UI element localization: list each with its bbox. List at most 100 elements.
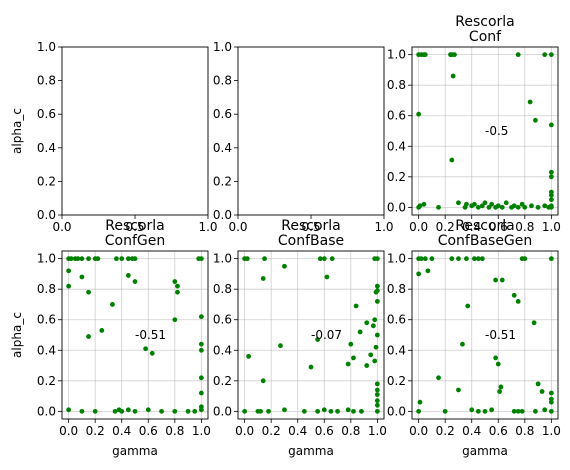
chart-title: Rescorla Conf bbox=[455, 14, 515, 45]
x-tick-label: 0.8 bbox=[515, 424, 534, 438]
data-point bbox=[192, 408, 198, 414]
plot-background bbox=[412, 251, 558, 419]
y-tick-label: 0.6 bbox=[37, 107, 56, 121]
data-point bbox=[535, 381, 541, 387]
y-tick-label: 1.0 bbox=[387, 48, 406, 62]
x-tick-label: 0.4 bbox=[462, 220, 481, 234]
x-tick-label: 1.0 bbox=[192, 424, 211, 438]
chart-title-line: Rescorla bbox=[455, 218, 515, 234]
data-point bbox=[86, 289, 91, 295]
data-point bbox=[542, 52, 548, 58]
data-point bbox=[372, 358, 378, 364]
data-point bbox=[548, 192, 554, 198]
data-point bbox=[539, 389, 545, 394]
data-point bbox=[125, 273, 131, 278]
data-point bbox=[68, 256, 74, 262]
y-tick-label: 0.6 bbox=[37, 313, 56, 327]
x-tick-label: 0.6 bbox=[139, 424, 158, 438]
data-point bbox=[418, 256, 424, 262]
data-point bbox=[75, 256, 81, 262]
data-point bbox=[172, 317, 178, 323]
chart-title-line: Rescorla bbox=[281, 218, 341, 234]
data-point bbox=[79, 408, 85, 414]
data-point bbox=[499, 277, 505, 283]
y-tick-label: 0.0 bbox=[387, 200, 406, 214]
data-point bbox=[464, 201, 469, 207]
data-point bbox=[159, 408, 164, 414]
data-point bbox=[548, 174, 554, 180]
data-point bbox=[260, 276, 266, 281]
data-point bbox=[172, 279, 178, 284]
y-tick-label: 0.2 bbox=[37, 174, 56, 188]
data-point bbox=[489, 201, 495, 207]
y-tick-label: 1.0 bbox=[37, 40, 56, 54]
data-point bbox=[262, 256, 267, 262]
data-point bbox=[329, 256, 335, 262]
plot-background bbox=[62, 251, 208, 419]
data-point bbox=[258, 408, 263, 414]
data-point bbox=[456, 200, 461, 206]
data-point bbox=[475, 204, 481, 210]
data-point bbox=[456, 387, 461, 393]
data-point bbox=[79, 274, 85, 280]
data-point bbox=[348, 341, 354, 347]
data-point bbox=[422, 52, 428, 58]
data-point bbox=[416, 408, 422, 414]
x-tick-label: 0.6 bbox=[489, 424, 508, 438]
data-point bbox=[370, 323, 376, 329]
data-point bbox=[172, 408, 178, 414]
data-point bbox=[119, 256, 125, 262]
y-tick-label: 0.4 bbox=[387, 343, 406, 357]
data-point bbox=[278, 343, 283, 349]
data-point bbox=[125, 407, 131, 413]
y-tick-label: 0.0 bbox=[213, 404, 232, 418]
data-point bbox=[452, 52, 457, 58]
data-point bbox=[324, 274, 330, 280]
data-point bbox=[260, 378, 266, 384]
data-point bbox=[301, 408, 307, 414]
data-point bbox=[511, 203, 517, 209]
x-tick-label: 1.0 bbox=[542, 424, 561, 438]
chart-title-line: ConfBase bbox=[278, 233, 344, 249]
x-tick-label: 0.6 bbox=[489, 220, 508, 234]
y-tick-label: 0.2 bbox=[37, 374, 56, 388]
data-point bbox=[515, 204, 521, 210]
data-point bbox=[374, 299, 380, 304]
correlation-annotation: -0.07 bbox=[311, 328, 342, 342]
chart-title-line: Conf bbox=[469, 29, 502, 45]
x-axis-label: gamma bbox=[112, 444, 158, 458]
data-point bbox=[456, 256, 461, 262]
data-point bbox=[511, 292, 517, 298]
y-tick-label: 0.8 bbox=[213, 282, 232, 296]
data-point bbox=[175, 289, 180, 295]
y-tick-label: 0.8 bbox=[387, 78, 406, 92]
data-point bbox=[482, 408, 488, 414]
correlation-annotation: -0.51 bbox=[485, 328, 516, 342]
data-point bbox=[374, 402, 380, 408]
data-point bbox=[198, 341, 204, 347]
data-point bbox=[374, 332, 380, 338]
data-point bbox=[66, 268, 72, 274]
data-point bbox=[353, 303, 359, 309]
plot-background bbox=[238, 47, 384, 215]
data-point bbox=[548, 408, 554, 414]
x-axis-label: gamma bbox=[462, 444, 508, 458]
y-tick-label: 0.2 bbox=[387, 374, 406, 388]
y-tick-label: 0.4 bbox=[37, 343, 56, 357]
data-point bbox=[149, 350, 155, 356]
data-point bbox=[198, 390, 204, 396]
data-point bbox=[374, 398, 380, 404]
data-point bbox=[515, 52, 521, 58]
data-point bbox=[489, 407, 495, 413]
axes-frame bbox=[411, 250, 559, 420]
x-tick-label: 0.2 bbox=[86, 424, 105, 438]
data-point bbox=[535, 204, 541, 210]
plot-background bbox=[62, 47, 208, 215]
data-point bbox=[198, 347, 204, 353]
data-point bbox=[335, 408, 340, 414]
data-point bbox=[503, 200, 509, 206]
data-point bbox=[471, 201, 477, 207]
correlation-annotation: -0.51 bbox=[135, 328, 166, 342]
data-point bbox=[548, 169, 554, 175]
